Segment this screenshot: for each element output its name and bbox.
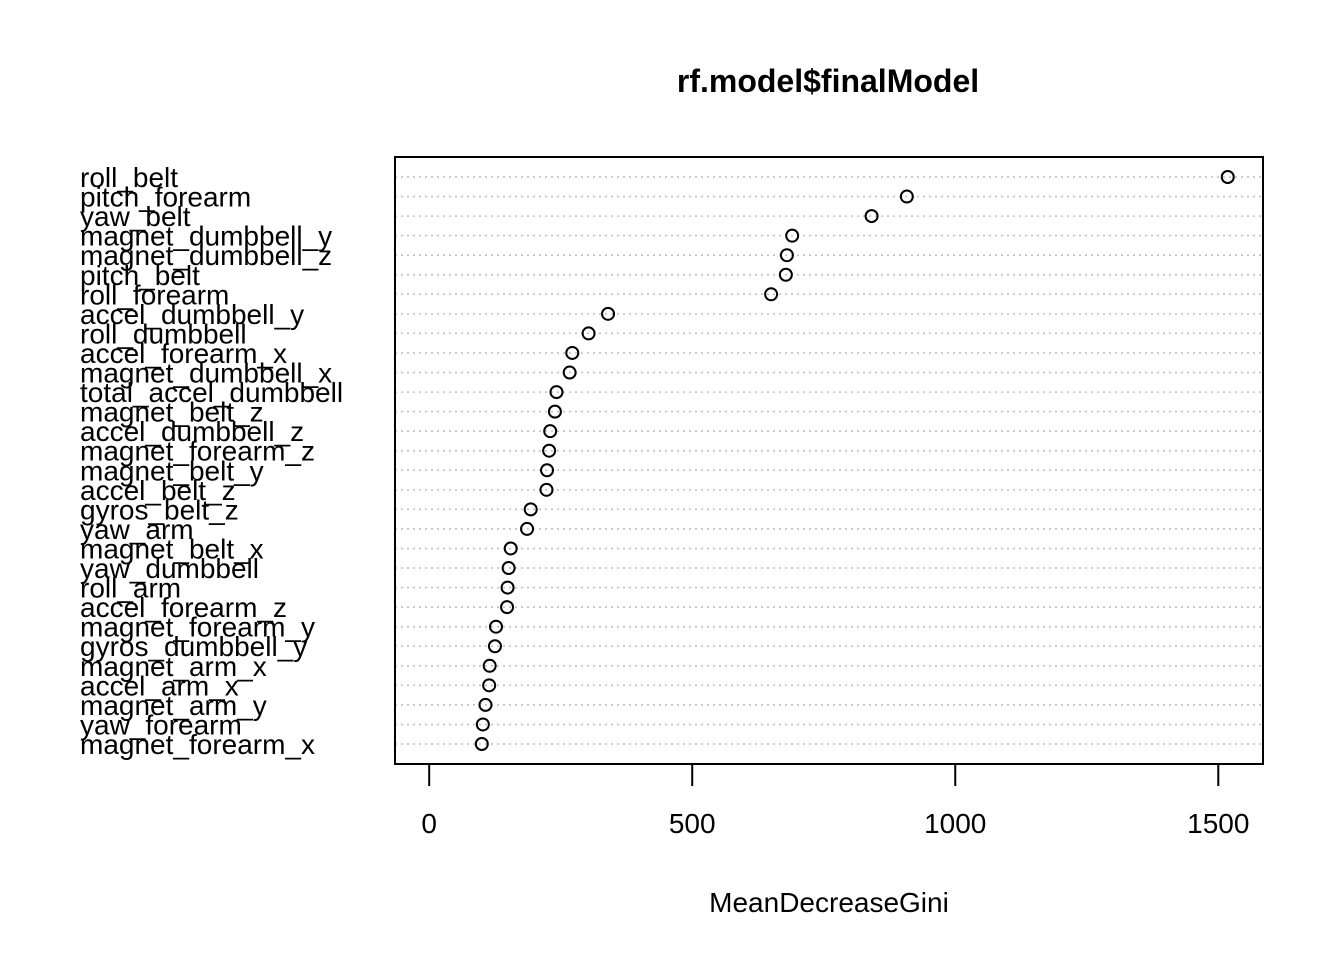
data-point [474, 737, 489, 751]
data-point [539, 482, 554, 497]
variable-label: magnet_forearm_z [80, 436, 315, 467]
data-point [503, 541, 518, 556]
data-point [482, 658, 497, 673]
variable-label: accel_dumbbell_z [80, 416, 304, 447]
data-point [549, 385, 564, 400]
variable-label: accel_dumbbell_y [80, 299, 304, 330]
data-point [779, 248, 794, 263]
data-points [474, 170, 1235, 751]
variable-label: roll_arm [80, 573, 181, 604]
data-point [543, 424, 558, 439]
data-point [500, 600, 515, 615]
variable-label: total_accel_dumbbell [80, 377, 343, 408]
x-tick-label: 1500 [1187, 808, 1249, 839]
variable-label: magnet_belt_x [80, 533, 264, 564]
variable-label: yaw_arm [80, 514, 194, 545]
variable-label: magnet_dumbbell_y [80, 221, 332, 252]
variable-labels: roll_beltpitch_forearmyaw_beltmagnet_dum… [80, 162, 343, 760]
data-point [482, 678, 497, 693]
data-point [520, 521, 535, 536]
variable-label: roll_forearm [80, 279, 229, 310]
variable-label: magnet_dumbbell_x [80, 358, 332, 389]
data-point [487, 639, 502, 654]
variable-label: pitch_belt [80, 260, 200, 291]
data-point [778, 267, 793, 282]
data-point [565, 345, 580, 360]
plot-frame [394, 156, 1264, 765]
data-point [501, 561, 516, 576]
variable-label: accel_belt_z [80, 475, 236, 506]
variable-label: magnet_dumbbell_z [80, 240, 332, 271]
x-tick-label: 1000 [924, 808, 986, 839]
variable-label: magnet_arm_y [80, 690, 267, 721]
data-point [523, 502, 538, 517]
variable-label: yaw_dumbbell [80, 553, 259, 584]
data-point [581, 326, 596, 341]
data-point [547, 404, 562, 419]
data-point [562, 365, 577, 380]
variable-label: pitch_forearm [80, 182, 251, 213]
variable-label: magnet_forearm_y [80, 612, 315, 643]
x-tick-label: 500 [669, 808, 716, 839]
variable-label: gyros_dumbbell_y [80, 631, 307, 662]
data-point [601, 306, 616, 321]
data-point [1220, 170, 1235, 184]
data-point [785, 228, 800, 243]
variable-label: yaw_belt [80, 201, 191, 232]
data-point [500, 580, 515, 595]
gridlines [395, 176, 1263, 745]
variable-label: magnet_forearm_x [80, 729, 315, 760]
chart-title: rf.model$finalModel [677, 63, 979, 99]
data-point [864, 209, 879, 224]
variable-label: magnet_belt_z [80, 397, 264, 428]
x-axis-label: MeanDecreaseGini [709, 887, 949, 918]
variable-label: accel_arm_x [80, 670, 239, 701]
data-point [899, 189, 914, 204]
data-point [478, 697, 493, 712]
variable-label: roll_belt [80, 162, 178, 193]
x-tick-label: 0 [421, 808, 437, 839]
variable-label: accel_forearm_z [80, 592, 287, 623]
data-point [764, 287, 779, 302]
variable-label: yaw_forearm [80, 709, 242, 740]
variable-label: accel_forearm_x [80, 338, 287, 369]
data-point [540, 463, 555, 478]
data-point [542, 443, 557, 458]
data-point [489, 619, 504, 634]
variable-label: roll_dumbbell [80, 318, 247, 349]
x-axis: 0 500 1000 1500 [421, 763, 1249, 839]
data-point [475, 717, 490, 732]
variable-label: magnet_arm_x [80, 651, 267, 682]
variable-label: gyros_belt_z [80, 494, 239, 525]
variable-label: magnet_belt_y [80, 455, 264, 486]
